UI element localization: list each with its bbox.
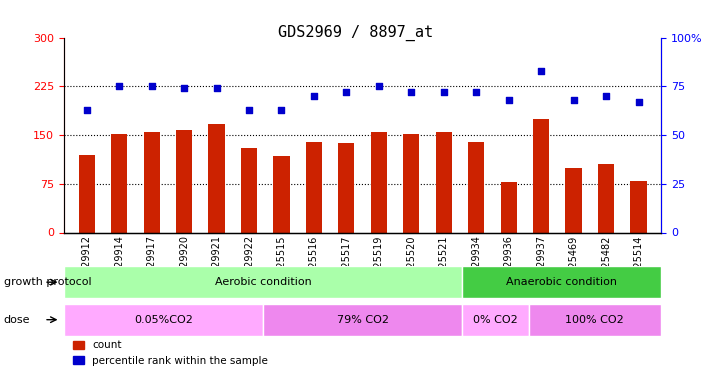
Point [600, 93, 611, 99]
Text: 0% CO2: 0% CO2 [473, 315, 518, 325]
Point [503, 97, 514, 103]
FancyBboxPatch shape [64, 304, 263, 336]
Point [243, 106, 255, 112]
FancyBboxPatch shape [263, 304, 462, 336]
Bar [144, 132, 160, 232]
Point [211, 85, 223, 91]
Point [535, 68, 547, 74]
Point [276, 106, 287, 112]
Bar [176, 130, 192, 232]
Point [146, 83, 157, 89]
Point [341, 89, 352, 95]
Point [114, 83, 125, 89]
Bar [306, 141, 322, 232]
Point [471, 89, 482, 95]
Bar [468, 141, 484, 232]
Text: 0.05%CO2: 0.05%CO2 [134, 315, 193, 325]
Point [81, 106, 92, 112]
FancyBboxPatch shape [64, 266, 462, 298]
Bar [533, 119, 549, 232]
FancyBboxPatch shape [528, 304, 661, 336]
FancyBboxPatch shape [462, 304, 528, 336]
Text: growth protocol: growth protocol [4, 277, 91, 287]
Bar [111, 134, 127, 232]
Point [178, 85, 190, 91]
Bar [370, 132, 387, 232]
Text: 79% CO2: 79% CO2 [336, 315, 389, 325]
Text: dose: dose [4, 315, 30, 325]
Text: 100% CO2: 100% CO2 [565, 315, 624, 325]
Bar [338, 143, 355, 232]
Point [568, 97, 579, 103]
Bar [501, 182, 517, 232]
Point [633, 99, 644, 105]
Bar [598, 164, 614, 232]
Text: Anaerobic condition: Anaerobic condition [506, 277, 617, 287]
Bar [565, 168, 582, 232]
FancyBboxPatch shape [462, 266, 661, 298]
Point [309, 93, 320, 99]
Text: Aerobic condition: Aerobic condition [215, 277, 311, 287]
Bar [273, 156, 289, 232]
Bar [436, 132, 452, 232]
Bar [208, 124, 225, 232]
Point [373, 83, 385, 89]
Bar [403, 134, 419, 232]
Bar [79, 154, 95, 232]
Text: GDS2969 / 8897_at: GDS2969 / 8897_at [278, 24, 433, 40]
Legend: count, percentile rank within the sample: count, percentile rank within the sample [69, 336, 272, 370]
Bar [241, 148, 257, 232]
Point [438, 89, 449, 95]
Bar [631, 180, 646, 232]
Point [405, 89, 417, 95]
